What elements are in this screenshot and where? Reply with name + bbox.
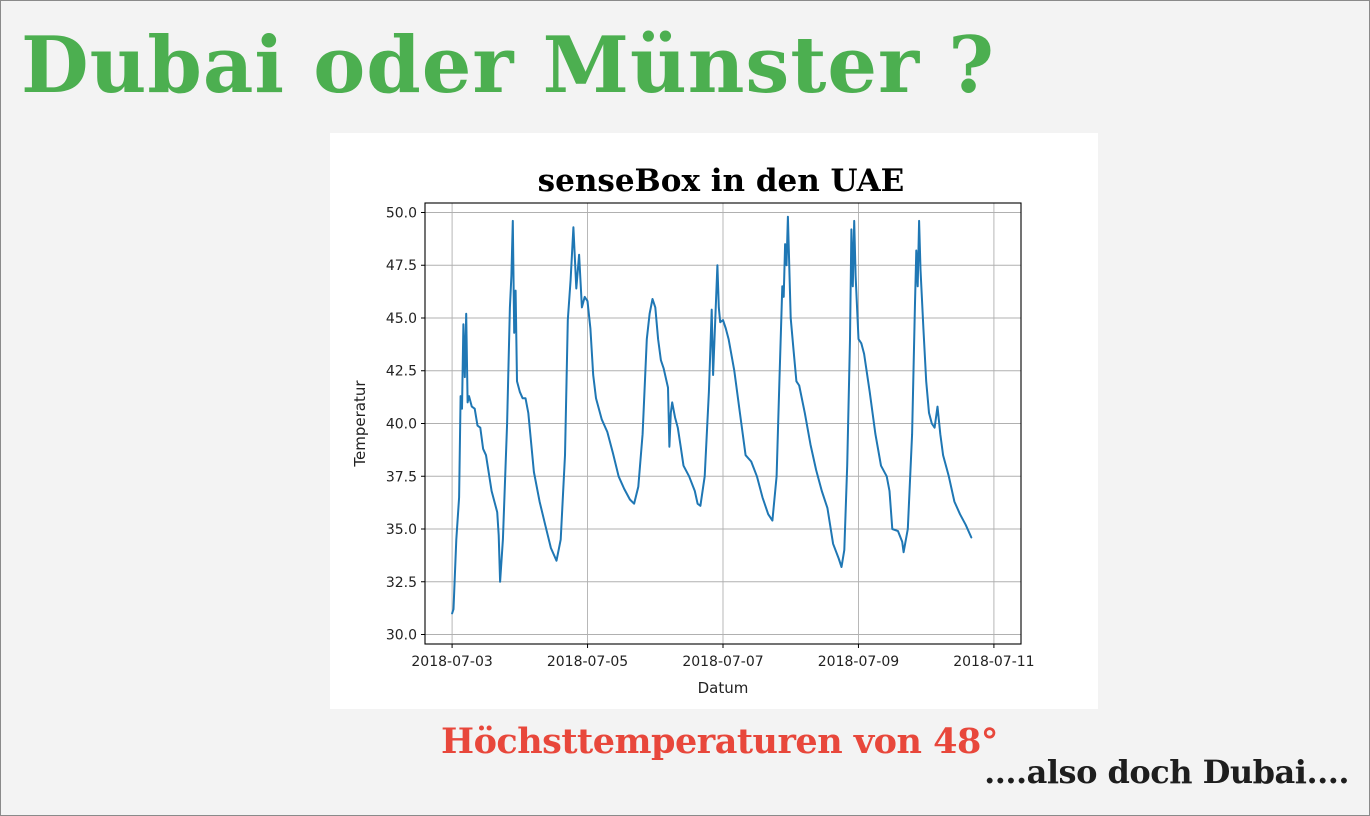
conclusion-text: ....also doch Dubai.... — [984, 753, 1349, 791]
caption-max-temperature: Höchsttemperaturen von 48° — [441, 721, 998, 762]
x-tick-label: 2018-07-09 — [818, 654, 899, 670]
chart-panel: senseBox in den UAE 2018-07-03 2018-07-05… — [330, 133, 1098, 709]
y-tick-label: 37.5 — [386, 469, 417, 485]
slide-title: Dubai oder Münster ? — [21, 20, 995, 111]
y-tick-label: 32.5 — [386, 575, 417, 591]
series-layer — [451, 215, 973, 615]
y-tick-label: 45.0 — [386, 311, 417, 327]
x-tick-label: 2018-07-07 — [682, 654, 763, 670]
x-tick-label: 2018-07-05 — [547, 654, 628, 670]
x-axis-label: Datum — [698, 679, 749, 697]
y-tick-label: 50.0 — [386, 205, 417, 221]
x-tick-label: 2018-07-03 — [411, 654, 492, 670]
temperature-chart: senseBox in den UAE 2018-07-03 2018-07-05… — [351, 163, 1035, 697]
chart-title: senseBox in den UAE — [538, 163, 905, 199]
y-axis-label: Temperatur — [351, 380, 369, 468]
x-tick-label: 2018-07-11 — [953, 654, 1034, 670]
axis-ticks: 2018-07-03 2018-07-05 2018-07-07 2018-07-09… — [386, 205, 1035, 670]
y-tick-label: 30.0 — [386, 628, 417, 644]
y-tick-label: 47.5 — [386, 258, 417, 274]
y-tick-label: 40.0 — [386, 417, 417, 433]
y-tick-label: 42.5 — [386, 364, 417, 380]
y-tick-label: 35.0 — [386, 522, 417, 538]
temperature-series-line — [451, 215, 973, 615]
grid-lines — [425, 203, 1021, 644]
